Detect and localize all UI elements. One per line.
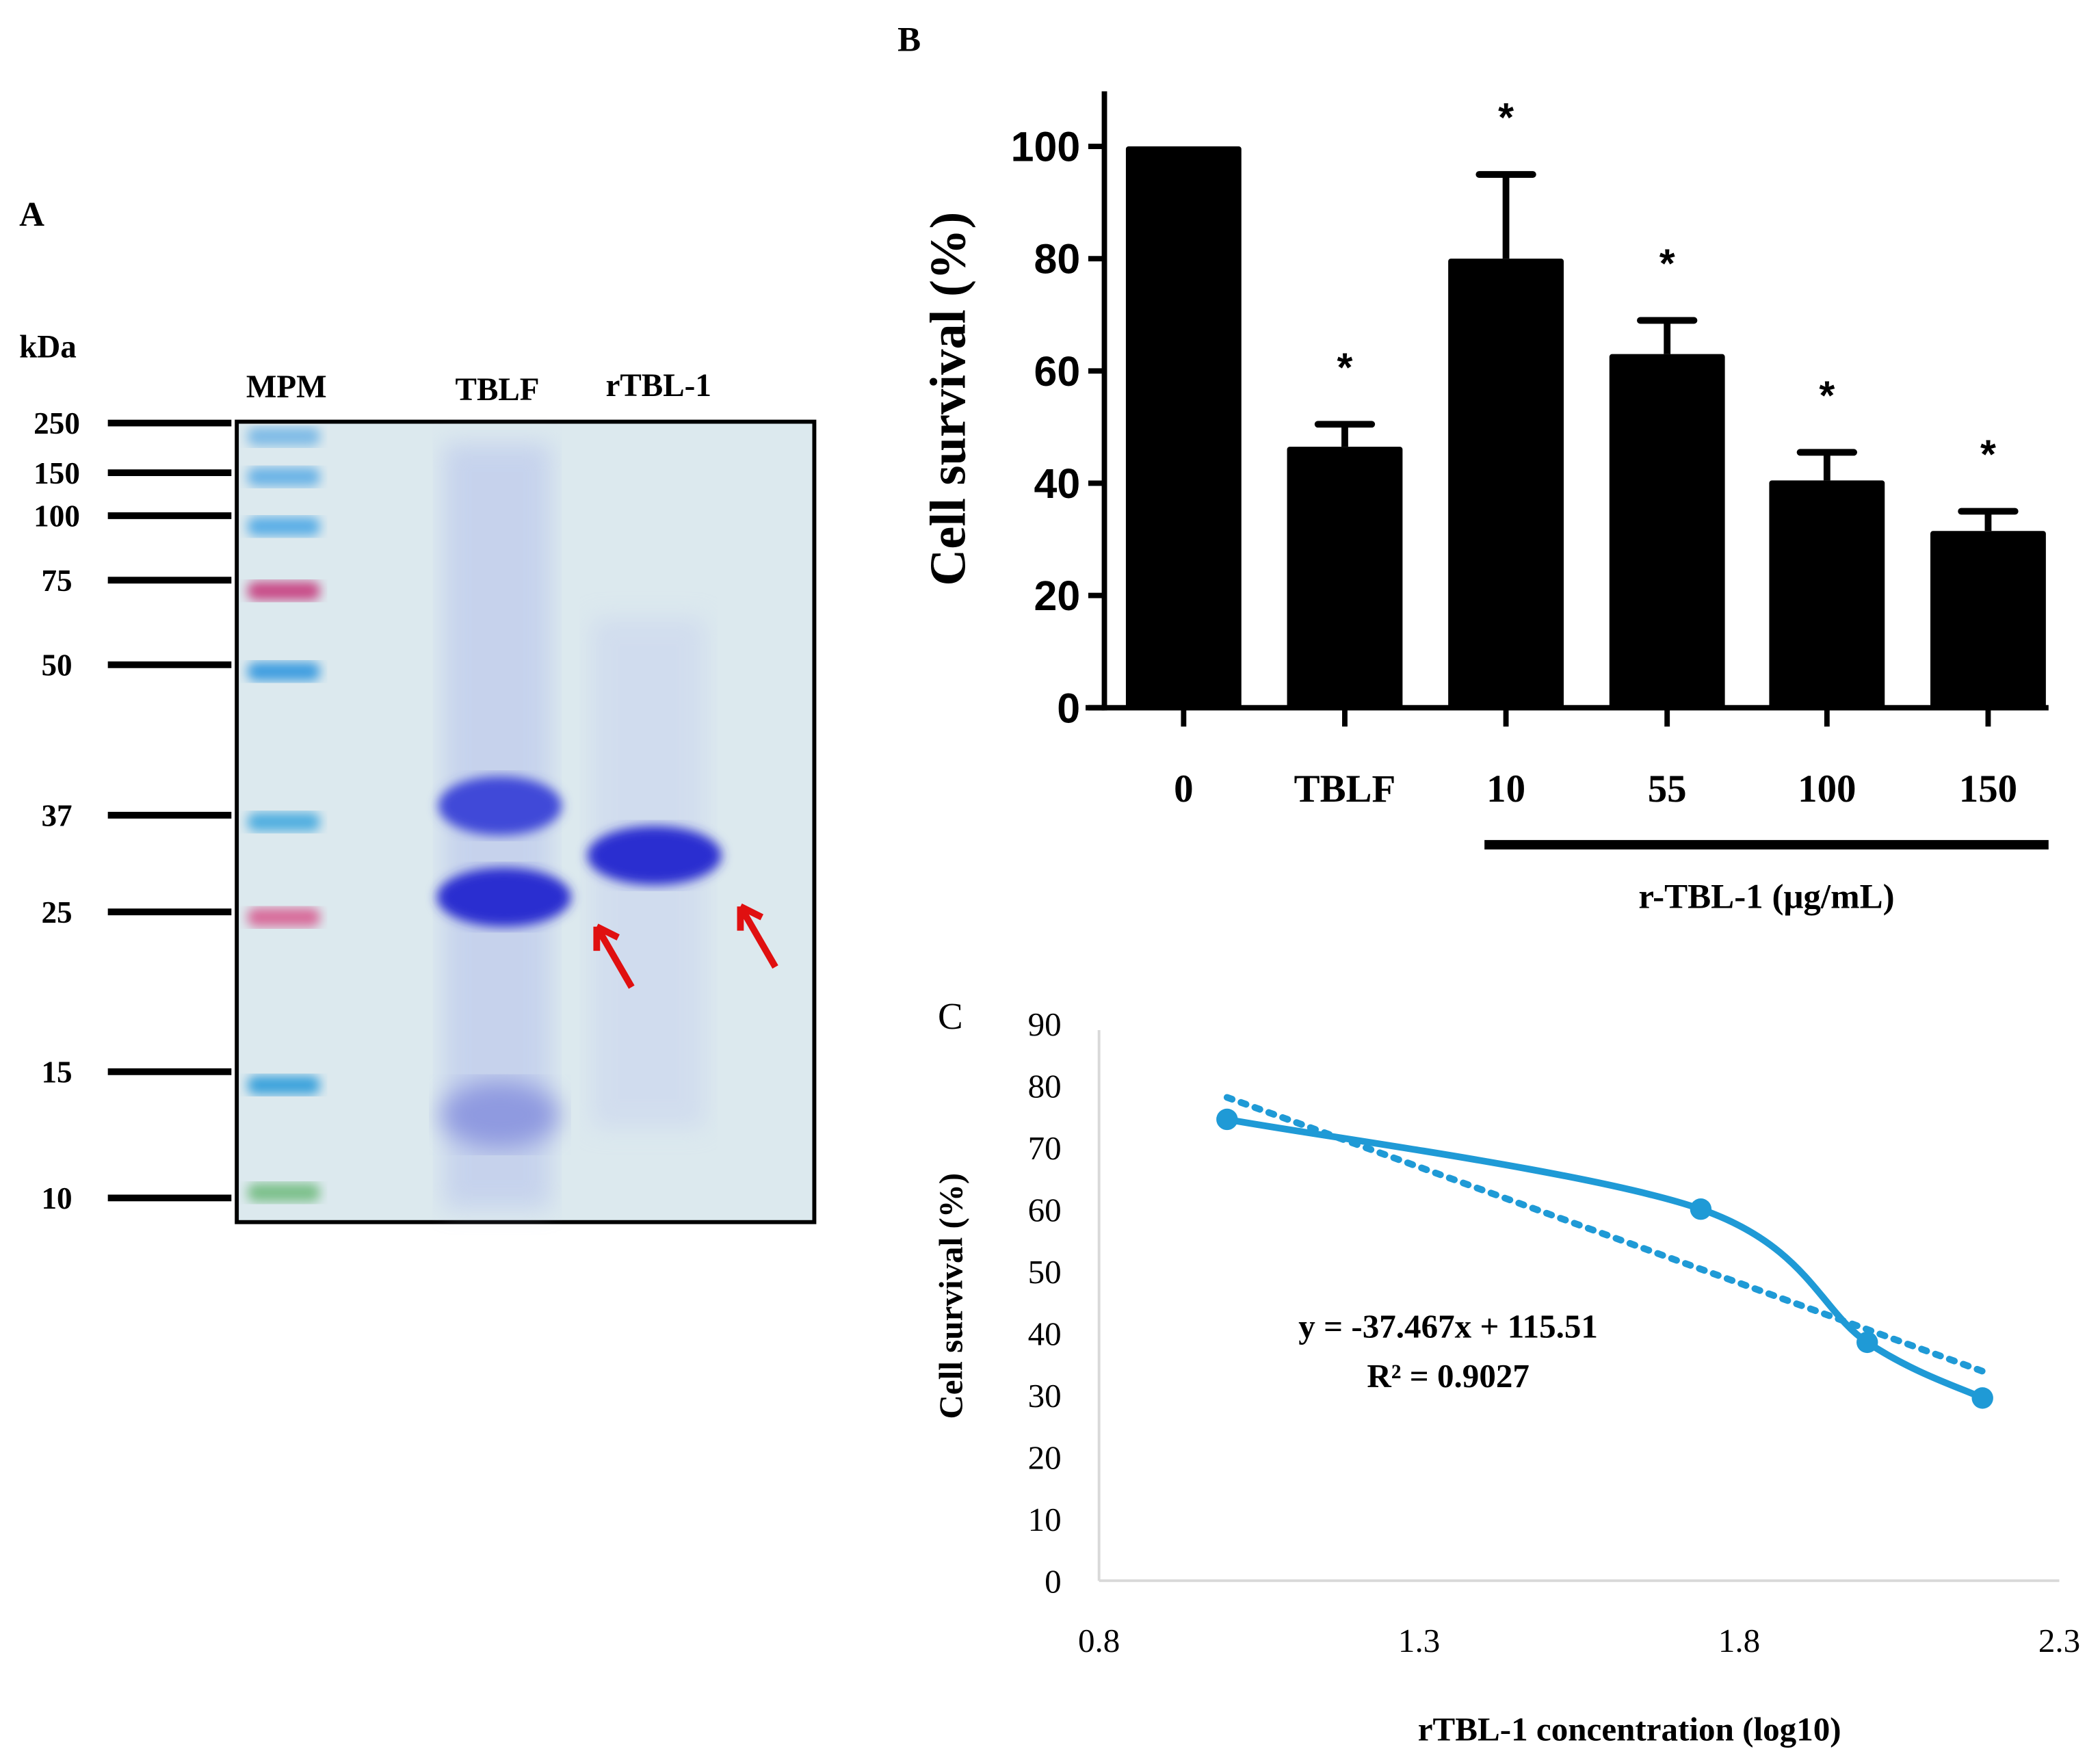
- c-series-line: [1226, 1116, 1984, 1402]
- b-bar-0: [1125, 146, 1242, 708]
- b-xtick-label: 0: [1174, 767, 1193, 811]
- panel-label-c: C: [938, 995, 963, 1037]
- c-xtick-label: 0.8: [1078, 1622, 1120, 1659]
- ladder-band: [247, 661, 320, 681]
- c-trend-r2: R² = 0.9027: [1367, 1357, 1530, 1395]
- tblf-band-28: [436, 867, 572, 927]
- b-significance-mark: *: [1337, 345, 1353, 390]
- c-ytick-label: 30: [1028, 1377, 1062, 1415]
- ladder-band: [247, 467, 320, 486]
- c-ytick-label: 80: [1028, 1067, 1062, 1105]
- ladder-band: [247, 1183, 320, 1202]
- c-xtick-label: 1.3: [1398, 1622, 1440, 1659]
- b-significance-mark: *: [1980, 433, 1996, 477]
- c-trend-equation: y = -37.467x + 115.51: [1298, 1308, 1598, 1345]
- c-ytick-label: 20: [1028, 1439, 1062, 1477]
- lane-label-rtbl1: rTBL-1: [605, 368, 711, 404]
- c-ytick-label: 40: [1028, 1315, 1062, 1352]
- marker-label-37: 37: [41, 799, 72, 833]
- panel-a-gel: A kDa MPM TBLF rTBL-1 250 150 100 75 50 37 25 1…: [19, 196, 817, 1224]
- c-ytick-label: 90: [1028, 1005, 1062, 1043]
- gel-bands: [247, 427, 722, 1209]
- ladder-band: [247, 908, 320, 927]
- b-bar-150: [1930, 531, 2046, 708]
- marker-label-25: 25: [41, 895, 72, 930]
- c-ytick-label: 50: [1028, 1253, 1062, 1291]
- arrow-icon-tblf: [593, 923, 635, 989]
- ladder-band: [247, 427, 320, 446]
- lane-label-mpm: MPM: [246, 369, 327, 405]
- c-data-point: [1856, 1331, 1878, 1354]
- b-bar-55: [1609, 354, 1725, 708]
- panel-label-b: B: [897, 21, 921, 60]
- b-xtick-label: 10: [1486, 767, 1525, 811]
- ladder-band: [247, 581, 320, 601]
- ladder-band: [247, 516, 320, 536]
- c-ylabel: Cell survival (%): [932, 1173, 969, 1419]
- b-xtick-label: TBLF: [1294, 767, 1396, 811]
- lane-label-tblf: TBLF: [456, 372, 540, 408]
- marker-label-10: 10: [41, 1181, 72, 1215]
- c-xtick-label: 1.8: [1718, 1622, 1760, 1659]
- c-data-point: [1971, 1387, 1993, 1409]
- b-ytick-label: 0: [1057, 685, 1080, 731]
- c-ytick-label: 0: [1045, 1563, 1062, 1601]
- b-group-label: r-TBL-1 (μg/mL): [1638, 878, 1894, 916]
- b-xtick-label: 150: [1959, 767, 2017, 811]
- b-significance-mark: *: [1819, 373, 1835, 418]
- marker-label-100: 100: [34, 499, 80, 534]
- b-xtick-label: 55: [1648, 767, 1687, 811]
- b-significance-mark: *: [1659, 242, 1675, 287]
- b-bar-100: [1769, 480, 1885, 708]
- b-ytick-label: 20: [1034, 573, 1080, 619]
- b-ytick-label: 80: [1034, 236, 1080, 282]
- b-ytick-label: 40: [1034, 460, 1080, 507]
- panel-label-a: A: [19, 196, 44, 234]
- c-ytick-label: 10: [1028, 1501, 1062, 1538]
- b-xtick-label: 100: [1798, 767, 1856, 811]
- marker-label-250: 250: [34, 406, 80, 440]
- arrow-icon-rtbl1: [737, 903, 778, 969]
- tblf-band-37: [438, 776, 562, 836]
- marker-label-150: 150: [34, 456, 80, 490]
- marker-label-15: 15: [41, 1055, 72, 1090]
- b-significance-mark: *: [1498, 96, 1514, 140]
- b-ytick-label: 100: [1011, 124, 1081, 170]
- ladder-band: [247, 1075, 320, 1095]
- c-xtick-label: 2.3: [2038, 1622, 2080, 1659]
- b-bar-TBLF: [1287, 447, 1403, 708]
- marker-label-75: 75: [41, 564, 72, 598]
- panel-c-line-chart: C Cell survival (%) rTBL-1 concentration…: [932, 995, 2080, 1748]
- b-bar-10: [1448, 259, 1564, 708]
- kda-label: kDa: [19, 329, 77, 365]
- c-xlabel: rTBL-1 concentration (log10): [1418, 1711, 1841, 1748]
- b-ytick-label: 60: [1034, 348, 1080, 395]
- c-data-point: [1690, 1198, 1712, 1220]
- rtbl1-band: [587, 826, 722, 885]
- b-ylabel: Cell survival (%): [920, 212, 976, 586]
- marker-label-50: 50: [41, 648, 72, 683]
- c-data-point: [1216, 1108, 1238, 1131]
- ladder-band: [247, 812, 320, 832]
- c-ytick-label: 60: [1028, 1191, 1062, 1228]
- panel-b-bar-chart: B Cell survival (%) r-TBL-1 (μg/mL) 0 20 4…: [897, 21, 2049, 916]
- c-ytick-label: 70: [1028, 1129, 1062, 1167]
- tblf-band-low: [441, 1081, 560, 1148]
